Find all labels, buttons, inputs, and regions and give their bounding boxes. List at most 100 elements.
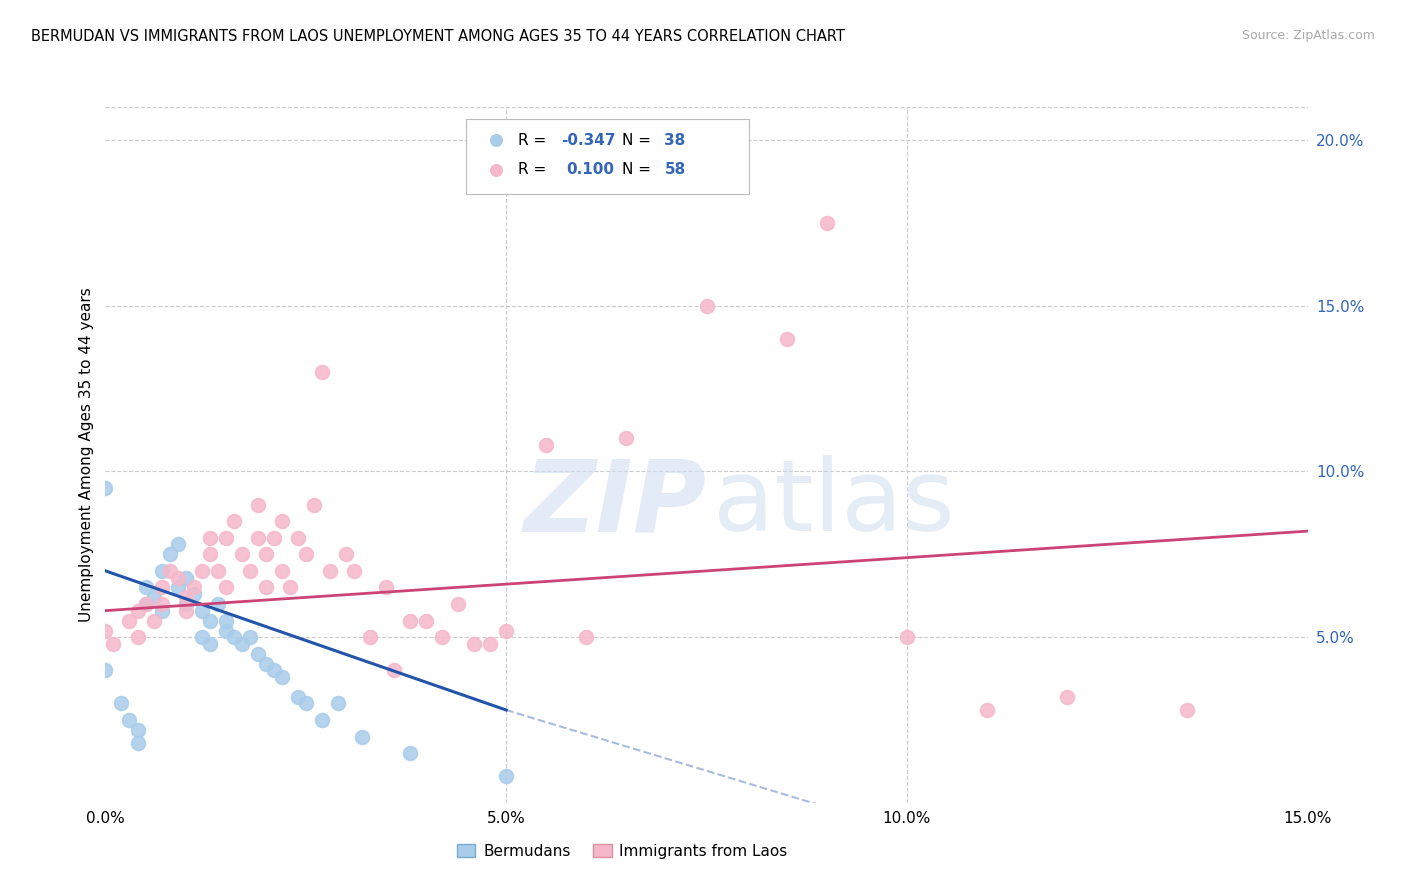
Point xyxy=(976,703,998,717)
Point xyxy=(127,723,149,737)
Point xyxy=(399,614,422,628)
Point xyxy=(94,624,117,638)
Point xyxy=(263,663,285,677)
Point xyxy=(127,736,149,750)
Point xyxy=(118,713,141,727)
Point xyxy=(135,581,157,595)
Point xyxy=(463,637,485,651)
Point xyxy=(534,438,557,452)
Point xyxy=(159,564,181,578)
Point xyxy=(183,587,205,601)
Point xyxy=(239,564,262,578)
Point xyxy=(94,481,117,495)
Point xyxy=(479,637,502,651)
Point xyxy=(495,624,517,638)
Text: N =: N = xyxy=(623,133,657,148)
Point xyxy=(1177,703,1199,717)
Point xyxy=(150,564,173,578)
Point xyxy=(270,514,292,528)
Point xyxy=(214,624,236,638)
Point xyxy=(174,591,197,605)
Point xyxy=(94,663,117,677)
Point xyxy=(207,564,229,578)
Text: R =: R = xyxy=(517,133,551,148)
Point xyxy=(222,514,245,528)
Text: BERMUDAN VS IMMIGRANTS FROM LAOS UNEMPLOYMENT AMONG AGES 35 TO 44 YEARS CORRELAT: BERMUDAN VS IMMIGRANTS FROM LAOS UNEMPLO… xyxy=(31,29,845,44)
Point xyxy=(142,614,165,628)
Point xyxy=(198,547,221,561)
Point xyxy=(447,597,470,611)
Point xyxy=(616,431,638,445)
Point xyxy=(150,604,173,618)
Point xyxy=(374,581,398,595)
Point xyxy=(270,564,292,578)
Point xyxy=(207,597,229,611)
Point xyxy=(287,690,309,704)
Point xyxy=(311,713,333,727)
Text: ZIP: ZIP xyxy=(523,455,707,552)
Point xyxy=(359,630,381,644)
Point xyxy=(222,630,245,644)
Point xyxy=(198,531,221,545)
Point xyxy=(246,531,269,545)
Point xyxy=(190,604,212,618)
Point xyxy=(103,637,125,651)
Point xyxy=(174,597,197,611)
Point xyxy=(198,614,221,628)
Point xyxy=(150,597,173,611)
Text: 38: 38 xyxy=(665,133,686,148)
Text: R =: R = xyxy=(517,162,555,178)
Point xyxy=(696,299,718,313)
Point xyxy=(295,547,318,561)
FancyBboxPatch shape xyxy=(465,119,748,194)
Point xyxy=(287,531,309,545)
Point xyxy=(254,547,277,561)
Text: atlas: atlas xyxy=(713,455,955,552)
Point xyxy=(166,570,188,584)
Text: 58: 58 xyxy=(665,162,686,178)
Point xyxy=(246,498,269,512)
Point xyxy=(166,537,188,551)
Point xyxy=(326,697,349,711)
Text: -0.347: -0.347 xyxy=(561,133,616,148)
Point xyxy=(343,564,366,578)
Text: Source: ZipAtlas.com: Source: ZipAtlas.com xyxy=(1241,29,1375,42)
Legend: Bermudans, Immigrants from Laos: Bermudans, Immigrants from Laos xyxy=(451,838,794,864)
Point xyxy=(430,630,453,644)
Point xyxy=(254,657,277,671)
Point xyxy=(815,216,838,230)
Point xyxy=(399,746,422,760)
Point xyxy=(575,630,598,644)
Y-axis label: Unemployment Among Ages 35 to 44 years: Unemployment Among Ages 35 to 44 years xyxy=(79,287,94,623)
Point xyxy=(127,604,149,618)
Point xyxy=(263,531,285,545)
Point xyxy=(350,730,373,744)
Point xyxy=(896,630,918,644)
Point xyxy=(415,614,437,628)
Point xyxy=(302,498,325,512)
Point xyxy=(246,647,269,661)
Point xyxy=(231,637,253,651)
Point xyxy=(142,591,165,605)
Point xyxy=(295,697,318,711)
Point xyxy=(174,570,197,584)
Point xyxy=(776,332,799,346)
Point xyxy=(319,564,342,578)
Point xyxy=(1056,690,1078,704)
Text: N =: N = xyxy=(623,162,657,178)
Point xyxy=(190,630,212,644)
Point xyxy=(254,581,277,595)
Text: 0.100: 0.100 xyxy=(565,162,614,178)
Point xyxy=(150,581,173,595)
Point xyxy=(214,614,236,628)
Point xyxy=(110,697,132,711)
Point xyxy=(174,604,197,618)
Point xyxy=(335,547,357,561)
Point xyxy=(183,581,205,595)
Point xyxy=(135,597,157,611)
Point xyxy=(166,581,188,595)
Point xyxy=(270,670,292,684)
Point xyxy=(135,597,157,611)
Point xyxy=(198,637,221,651)
Point xyxy=(159,547,181,561)
